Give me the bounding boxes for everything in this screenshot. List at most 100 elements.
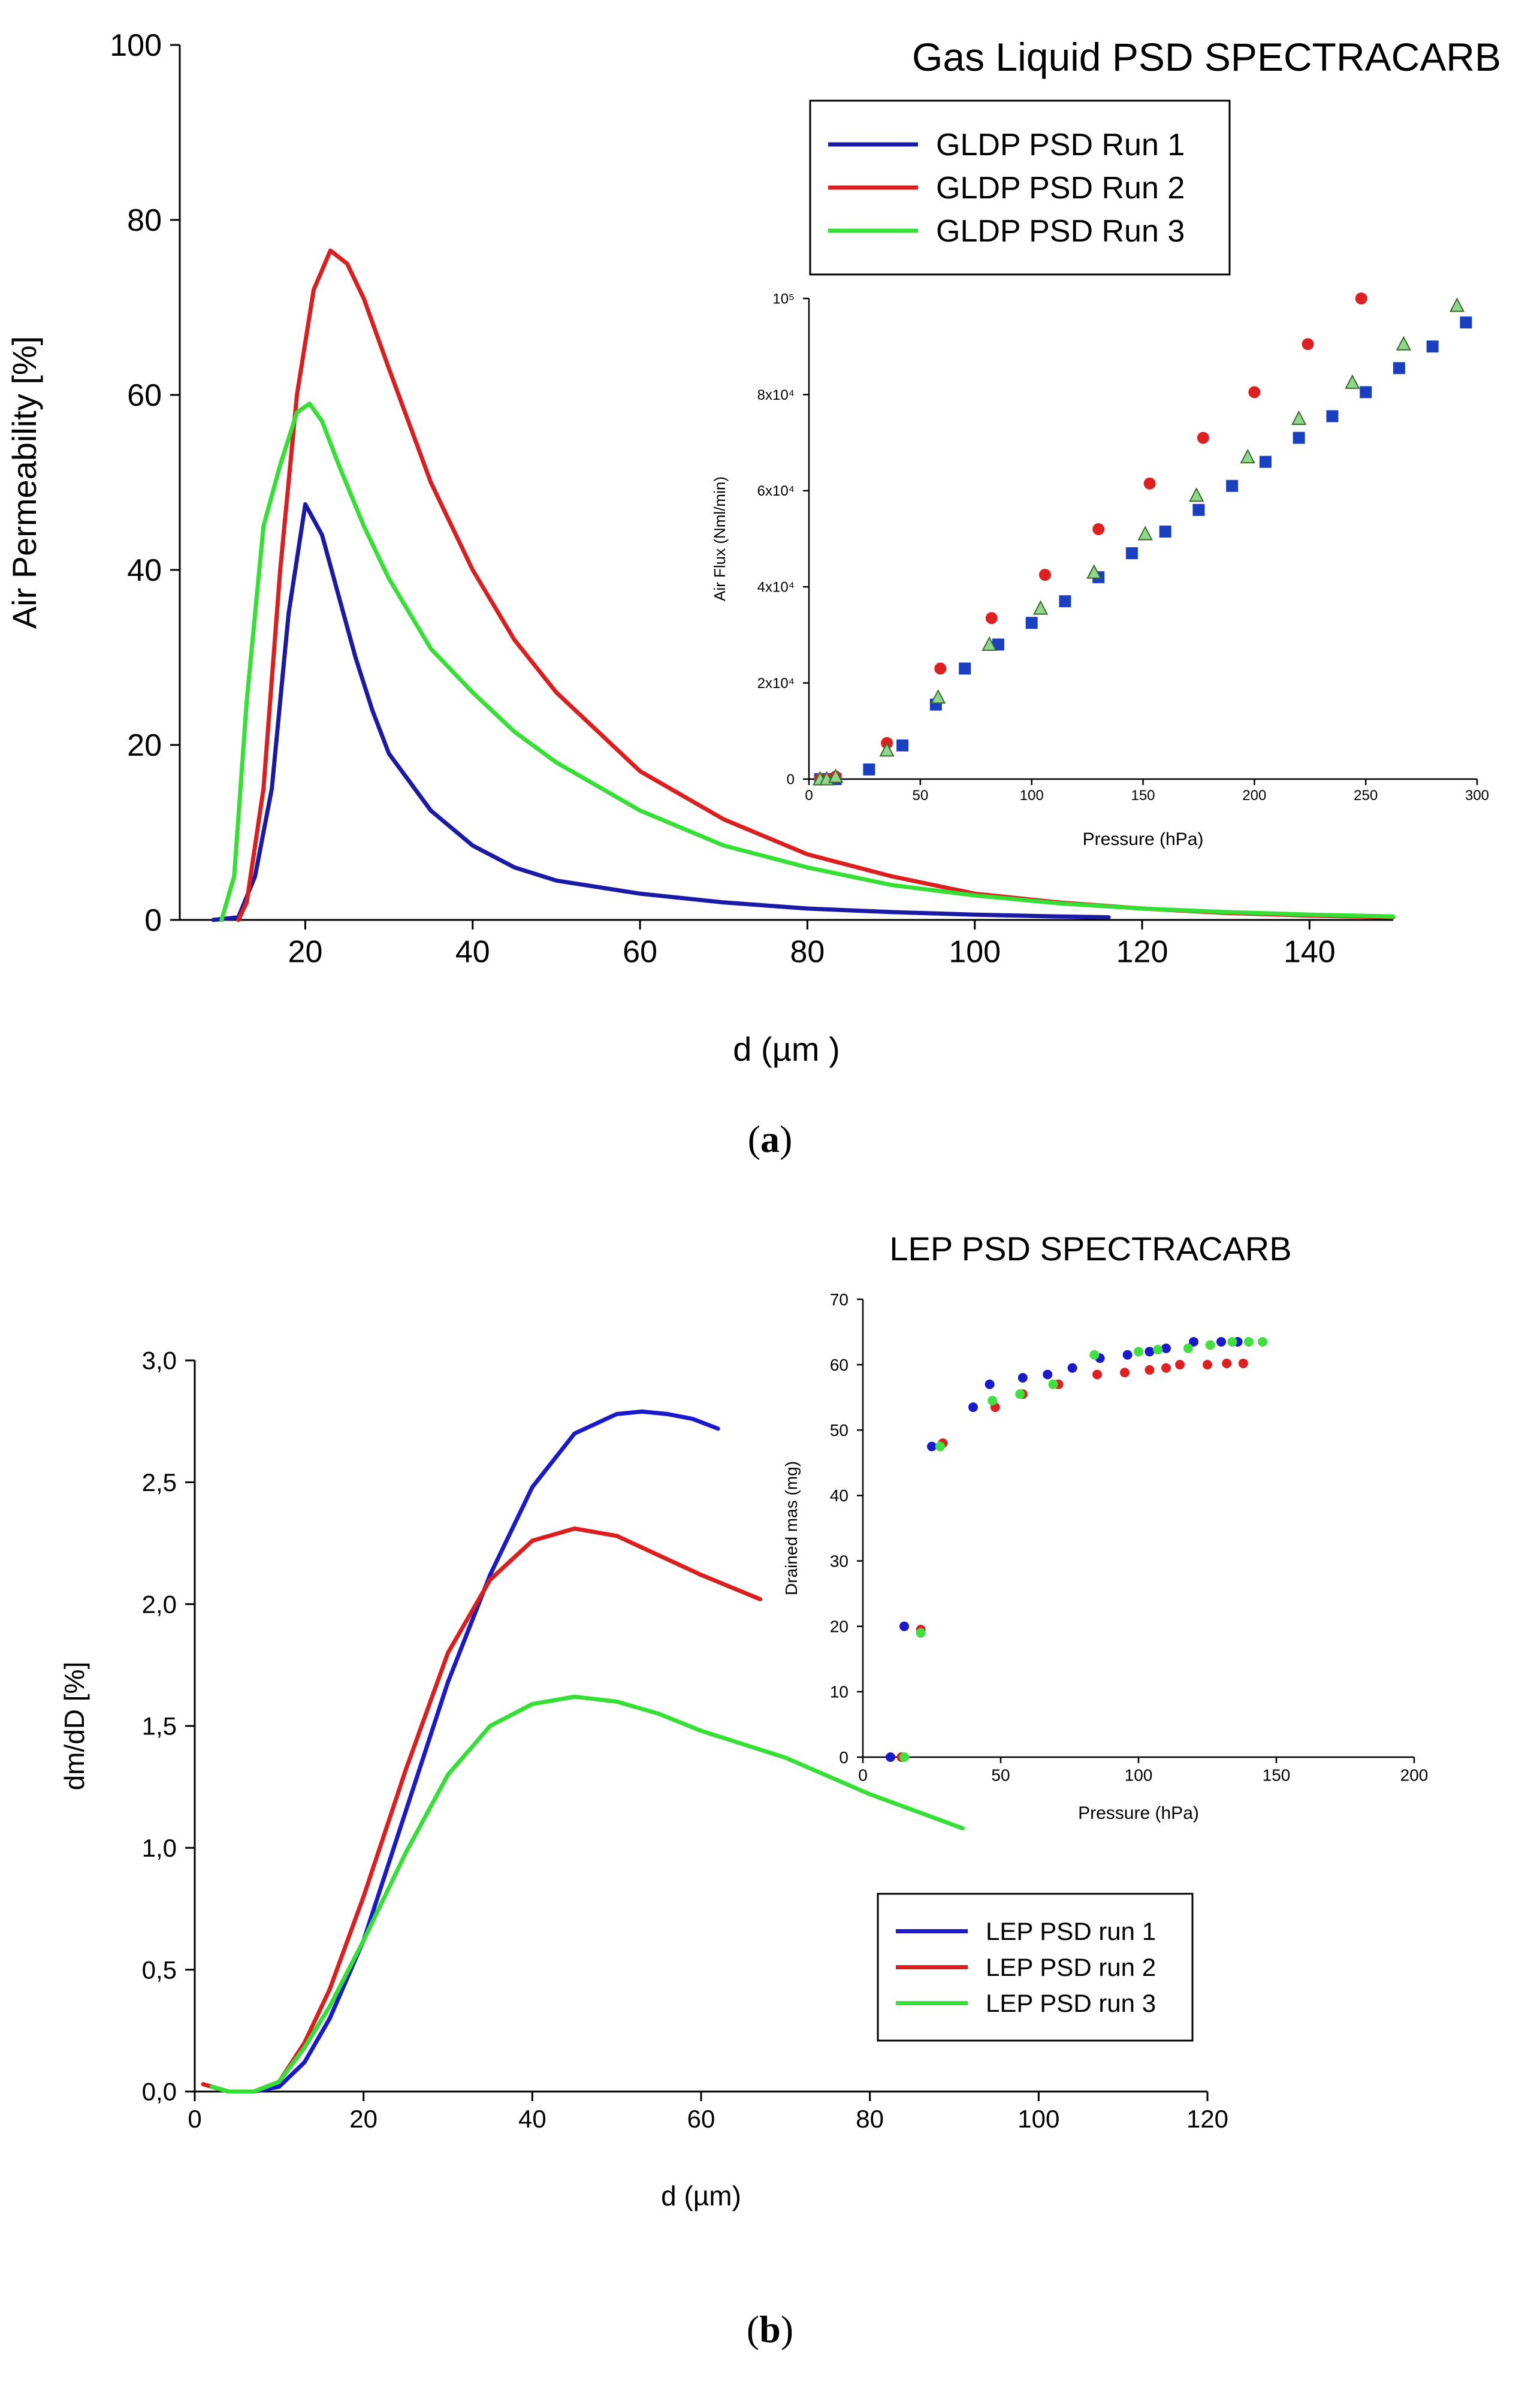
y-tick-label: 0,0 [142, 2078, 177, 2106]
data-point-run-3 [1086, 564, 1102, 579]
series-line-run-1 [201, 1409, 720, 2094]
data-point-run-1 [896, 739, 909, 752]
x-tick-label: 0 [188, 2105, 201, 2133]
y-tick-label: 60 [127, 378, 162, 413]
x-tick-label: 50 [991, 1766, 1010, 1784]
data-point-run-2 [1203, 1360, 1212, 1370]
x-tick-label: 20 [349, 2105, 378, 2133]
y-tick-label: 30 [830, 1552, 848, 1570]
data-point-run-1 [886, 1752, 895, 1762]
data-point-run-3 [982, 636, 997, 651]
x-tick-label: 100 [949, 935, 1001, 970]
y-tick-label: 0 [839, 1748, 848, 1767]
y-tick-label: 40 [127, 553, 162, 588]
panel-a-inset-chart: 0 2x10⁴ 4x10⁴ 6x10⁴ 8x10⁴ 10⁵ 0 50 100 150 200 250 3… [711, 291, 1489, 849]
y-tick-label: 2,0 [142, 1590, 177, 1618]
data-point-run-1 [959, 662, 971, 675]
panel-b-inset-chart: 0 10 20 30 40 50 60 70 0 50 100 150 200 Pressure (hPa… [782, 1290, 1428, 1823]
legend-label-run-2: LEP PSD run 2 [986, 1953, 1156, 1981]
data-point-run-1 [1326, 410, 1339, 423]
data-point-run-3 [1227, 1336, 1237, 1347]
x-tick-label: 150 [1263, 1766, 1291, 1784]
panel-a-caption: (a) [748, 1118, 793, 1160]
data-point-run-1 [1043, 1369, 1053, 1380]
x-tick-label: 80 [856, 2105, 884, 2133]
data-point-run-2 [1302, 338, 1314, 351]
data-point-run-3 [1048, 1379, 1058, 1389]
data-point-run-3 [1137, 526, 1153, 541]
data-point-run-3 [879, 742, 895, 757]
y-tick-label: 3,0 [142, 1347, 177, 1375]
series-line-run-1 [211, 502, 1111, 922]
data-point-run-2 [1092, 523, 1105, 535]
x-tick-label: 200 [1400, 1766, 1429, 1784]
data-point-run-2 [1238, 1358, 1248, 1368]
data-point-run-2 [1143, 477, 1156, 490]
y-tick-label: 6x10⁴ [757, 483, 795, 499]
data-point-run-1 [927, 1441, 937, 1451]
y-tick-label: 40 [830, 1486, 848, 1505]
data-point-run-2 [985, 612, 998, 624]
data-point-run-1 [1145, 1347, 1155, 1357]
x-tick-label: 300 [1465, 787, 1489, 804]
data-point-run-1 [1189, 1336, 1198, 1347]
x-axis-label: Pressure (hPa) [1078, 1803, 1199, 1823]
data-point-run-2 [1120, 1368, 1130, 1378]
data-point-run-3 [1032, 600, 1049, 615]
data-point-run-1 [1125, 547, 1138, 560]
data-point-run-1 [1192, 503, 1205, 516]
y-axis-label: Air Permeability [%] [5, 336, 43, 629]
data-point-run-1 [1460, 316, 1472, 329]
y-axis-label: dm/dD [%] [59, 1662, 90, 1791]
y-tick-label: 8x10⁴ [757, 387, 795, 403]
x-tick-label: 100 [1020, 787, 1044, 804]
data-point-run-1 [1360, 386, 1372, 399]
data-point-run-1 [1216, 1336, 1226, 1347]
y-tick-label: 0 [787, 771, 795, 787]
data-point-run-1 [899, 1621, 909, 1631]
data-point-run-3 [1189, 487, 1204, 502]
data-point-run-3 [828, 768, 844, 783]
data-point-run-3 [1240, 449, 1255, 464]
data-point-run-3 [1258, 1336, 1267, 1347]
data-point-run-1 [1122, 1350, 1133, 1360]
x-tick-label: 120 [1186, 2105, 1228, 2133]
legend-label-run-3: LEP PSD run 3 [986, 1989, 1156, 2017]
data-point-run-3 [930, 689, 946, 704]
x-tick-label: 200 [1242, 787, 1266, 804]
y-tick-label: 2x10⁴ [757, 675, 795, 692]
x-tick-label: 20 [288, 935, 323, 970]
x-axis-label: d (µm ) [733, 1030, 840, 1068]
chart-title: Gas Liquid PSD SPECTRACARB [912, 35, 1501, 79]
x-tick-label: 140 [1284, 935, 1336, 970]
x-tick-label: 60 [687, 2105, 715, 2133]
data-point-run-3 [1396, 336, 1412, 351]
x-tick-label: 40 [455, 935, 490, 970]
data-point-run-3 [916, 1628, 926, 1638]
data-point-run-3 [899, 1752, 909, 1762]
data-point-run-3 [1089, 1350, 1100, 1360]
panel-a-main-chart: 0 20 40 60 80 100 20 40 60 80 100 120 140 d (µm ) Air … [5, 28, 1501, 1068]
data-point-run-1 [1161, 1343, 1171, 1353]
data-point-run-2 [1175, 1360, 1185, 1370]
data-point-run-2 [1161, 1363, 1171, 1373]
data-point-run-1 [1259, 455, 1272, 468]
y-axis-label: Drained mas (mg) [782, 1461, 801, 1595]
data-point-run-3 [1205, 1340, 1215, 1350]
legend-label-run-2: GLDP PSD Run 2 [936, 171, 1185, 206]
data-point-run-1 [1159, 525, 1171, 538]
y-tick-label: 60 [830, 1356, 848, 1374]
data-point-run-1 [863, 763, 875, 775]
data-point-run-1 [1067, 1363, 1077, 1373]
x-tick-label: 250 [1354, 787, 1378, 804]
y-tick-label: 80 [127, 203, 162, 238]
data-point-run-3 [1345, 374, 1360, 389]
x-tick-label: 40 [518, 2105, 546, 2133]
y-tick-label: 20 [127, 728, 162, 763]
x-tick-label: 80 [790, 935, 825, 970]
data-point-run-1 [968, 1402, 978, 1413]
y-tick-label: 0,5 [142, 1956, 177, 1984]
series-line-run-3 [219, 402, 1396, 922]
data-point-run-2 [1145, 1365, 1155, 1375]
